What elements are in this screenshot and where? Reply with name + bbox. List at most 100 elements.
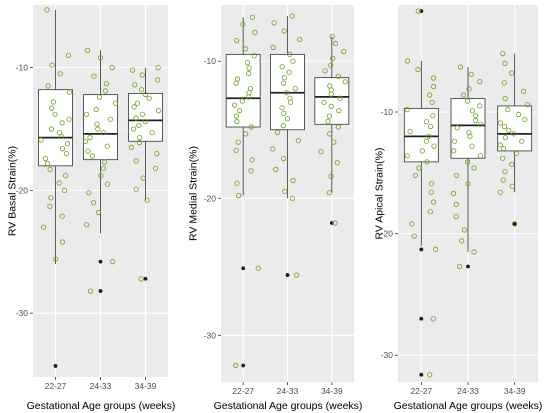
data-point [409, 221, 415, 227]
data-point [234, 180, 240, 186]
outlier-point [285, 273, 290, 277]
data-point [284, 116, 290, 122]
data-point [427, 372, 433, 378]
data-point [326, 190, 332, 196]
data-point [404, 153, 410, 159]
data-point [427, 209, 433, 215]
data-point [104, 181, 111, 187]
data-point [513, 150, 519, 156]
data-point [49, 105, 55, 111]
y-tick-label: -30 [16, 308, 29, 318]
data-point [85, 47, 91, 54]
data-point [47, 166, 53, 173]
data-point [415, 66, 421, 73]
data-point [139, 111, 145, 117]
data-point [154, 151, 160, 157]
data-point [457, 64, 464, 70]
data-point [48, 126, 55, 132]
data-point [246, 70, 252, 77]
data-point [520, 88, 527, 94]
data-point [337, 95, 343, 101]
data-point [325, 118, 331, 125]
data-point [497, 120, 503, 126]
data-point [477, 121, 483, 127]
basal-strain-panel: -30 -20 -10 22-27 24-33 34-39 RV Basal Strain(… [7, 5, 175, 412]
y-tick-label: -10 [381, 107, 394, 117]
data-point [424, 159, 430, 165]
data-point [509, 161, 515, 167]
data-point [98, 55, 104, 61]
data-point [331, 139, 337, 145]
data-point [466, 130, 472, 136]
x-tick-label: 34-39 [504, 386, 526, 396]
data-point [430, 75, 437, 81]
x-tick-label: 24-33 [457, 386, 479, 396]
data-point [91, 73, 97, 79]
data-point [454, 125, 460, 131]
data-point [341, 48, 347, 55]
data-point [428, 189, 434, 195]
data-point [109, 65, 115, 71]
data-point [423, 119, 429, 125]
outlier-point [466, 264, 470, 269]
data-point [128, 144, 134, 150]
data-point [287, 51, 293, 58]
data-point [136, 122, 142, 128]
data-point [329, 33, 335, 40]
apical-strain-panel: -30 -20 -10 22-27 24-33 34-39 RV Apical Strain… [374, 5, 542, 412]
data-point [465, 181, 471, 187]
data-point [63, 173, 69, 179]
data-point [404, 107, 410, 113]
data-point [326, 113, 332, 119]
data-point [286, 69, 292, 75]
data-point [48, 195, 54, 201]
data-point [59, 213, 65, 219]
data-point [239, 98, 245, 104]
data-point [407, 128, 413, 135]
data-point [468, 71, 474, 77]
outlier-point [143, 276, 148, 281]
box-iqr [403, 107, 439, 163]
data-point [95, 126, 101, 132]
data-point [464, 98, 470, 104]
data-point [233, 362, 239, 369]
data-point [509, 183, 515, 189]
data-point [87, 135, 93, 141]
data-point [466, 86, 472, 92]
data-point [50, 99, 57, 105]
data-point [243, 131, 249, 137]
data-point [130, 67, 136, 73]
data-point [289, 195, 295, 201]
data-point [47, 203, 53, 209]
data-point [235, 139, 241, 145]
data-point [283, 90, 290, 96]
box-iqr [225, 53, 261, 128]
data-point [243, 46, 249, 52]
data-point [95, 209, 102, 216]
data-point [140, 175, 146, 181]
data-point [134, 100, 140, 106]
outlier-point [241, 363, 246, 368]
data-point [502, 135, 508, 141]
data-point [292, 86, 298, 92]
data-point [280, 80, 287, 86]
data-point [431, 143, 437, 149]
outlier-point [98, 259, 103, 264]
data-point [519, 138, 525, 144]
data-point [146, 95, 152, 101]
data-point [328, 91, 334, 97]
data-point [290, 177, 296, 184]
data-point [469, 143, 475, 149]
data-point [459, 238, 465, 244]
data-point [464, 159, 471, 165]
data-point [142, 119, 148, 125]
data-point [142, 92, 149, 98]
data-point [84, 222, 90, 228]
data-point [432, 246, 439, 252]
medial-strain-panel: -30 -20 -10 22-27 24-33 34-39 RV Medial Strain… [188, 5, 362, 412]
data-point [234, 118, 240, 125]
data-point [84, 111, 90, 117]
data-point [321, 99, 327, 105]
data-point [112, 100, 119, 106]
